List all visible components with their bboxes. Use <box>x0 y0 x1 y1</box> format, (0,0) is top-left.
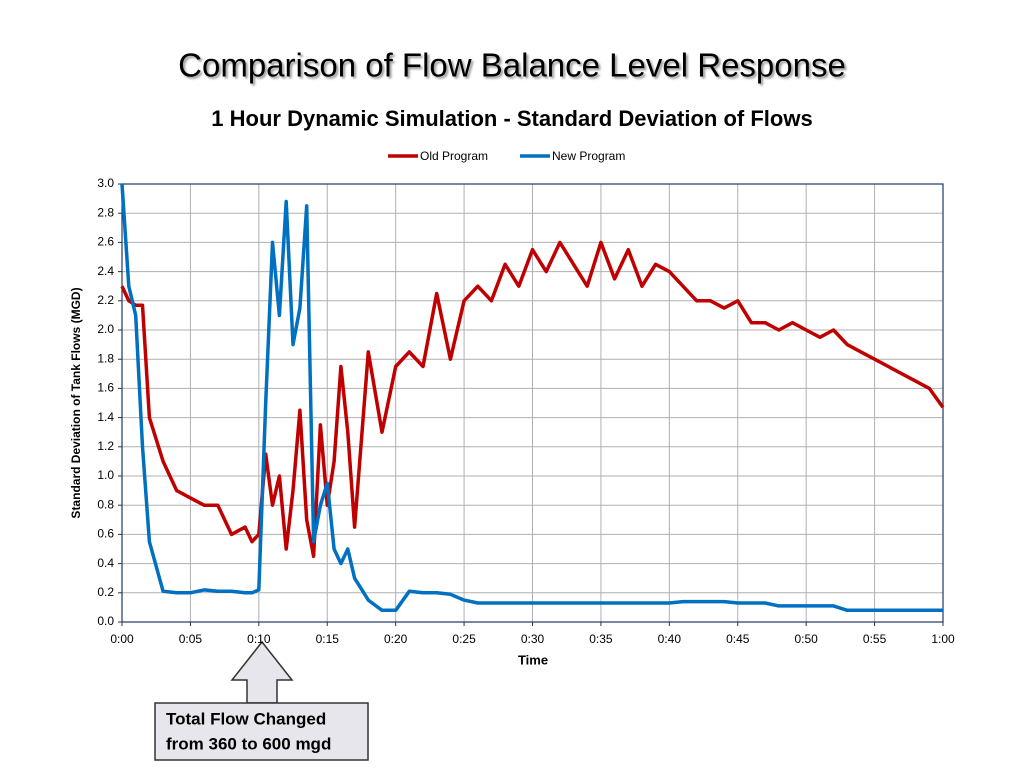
chart-subtitle: 1 Hour Dynamic Simulation - Standard Dev… <box>211 106 812 131</box>
y-tick-label: 3.0 <box>97 176 114 190</box>
y-tick-label: 0.6 <box>97 527 114 541</box>
chart-title: Comparison of Flow Balance Level Respons… <box>178 47 846 84</box>
x-tick-label: 1:00 <box>931 632 955 646</box>
y-tick-label: 2.8 <box>97 205 114 219</box>
x-tick-label: 0:50 <box>794 632 818 646</box>
x-tick-label: 0:10 <box>247 632 271 646</box>
callout-box <box>154 702 369 761</box>
y-tick-label: 0.8 <box>97 497 114 511</box>
y-tick-label: 1.2 <box>97 439 114 453</box>
plot-frame <box>121 183 944 623</box>
x-tick-label: 0:15 <box>316 632 340 646</box>
callout-arrow <box>230 640 294 704</box>
y-tick-label: 2.4 <box>97 264 114 278</box>
legend-label: Old Program <box>420 149 488 163</box>
x-tick-label: 0:05 <box>179 632 203 646</box>
x-tick-label: 0:00 <box>110 632 134 646</box>
y-tick-label: 1.0 <box>97 468 114 482</box>
y-tick-label: 1.6 <box>97 381 114 395</box>
y-tick-label: 2.0 <box>97 322 114 336</box>
legend-label: New Program <box>552 149 625 163</box>
x-tick-label: 0:35 <box>589 632 613 646</box>
y-tick-label: 2.2 <box>97 293 114 307</box>
x-tick-label: 0:20 <box>384 632 408 646</box>
annotation-line: Total Flow Changed <box>166 709 326 728</box>
y-tick-label: 0.2 <box>97 585 114 599</box>
x-axis-label: Time <box>518 652 548 667</box>
x-tick-label: 0:45 <box>726 632 750 646</box>
x-tick-label: 0:55 <box>863 632 887 646</box>
y-axis-label: Standard Deviation of Tank Flows (MGD) <box>69 287 83 518</box>
y-tick-label: 1.8 <box>97 351 114 365</box>
series-line <box>120 240 945 559</box>
x-tick-label: 0:40 <box>658 632 682 646</box>
y-tick-label: 2.6 <box>97 235 114 249</box>
annotation-line: from 360 to 600 mgd <box>166 734 331 753</box>
x-tick-label: 0:30 <box>521 632 545 646</box>
y-tick-label: 0.0 <box>97 614 114 628</box>
x-tick-label: 0:25 <box>452 632 476 646</box>
series-line <box>120 183 943 613</box>
y-tick-label: 0.4 <box>97 556 114 570</box>
y-tick-label: 1.4 <box>97 410 114 424</box>
